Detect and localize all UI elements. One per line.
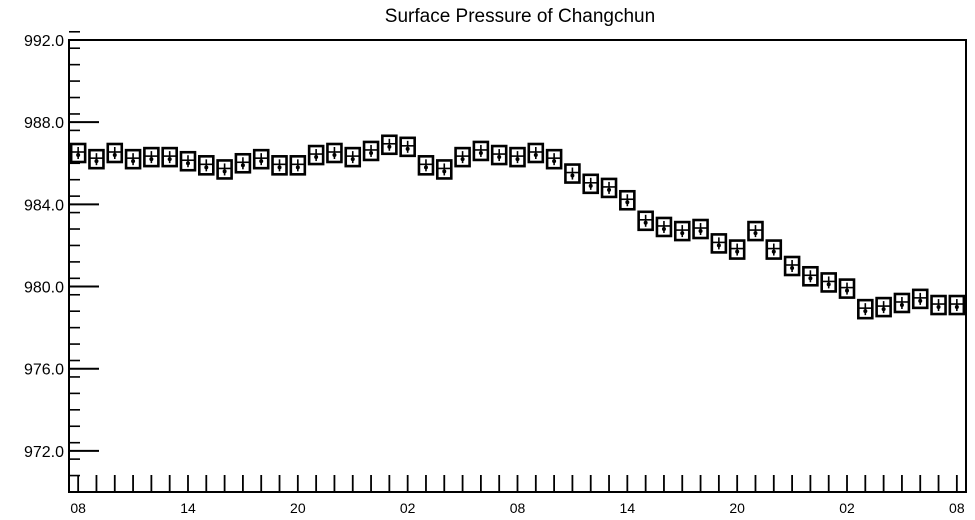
y-tick-label: 980.0 (24, 280, 64, 297)
data-point (802, 265, 819, 287)
y-axis: 972.0 976.0 980.0 984.0 988.0 992.0 (24, 30, 99, 493)
data-point (655, 216, 673, 238)
y-tick-label: 988.0 (24, 115, 64, 132)
data-point (161, 146, 178, 168)
data-point (106, 142, 124, 164)
data-point (564, 163, 581, 184)
data-point (289, 155, 307, 176)
data-point (783, 255, 801, 277)
data-point (344, 146, 362, 168)
x-tick-label: 02 (400, 500, 416, 516)
data-point (143, 146, 160, 168)
data-point (362, 140, 380, 162)
x-tick-label: 14 (180, 500, 196, 516)
data-point (692, 218, 709, 240)
data-point (124, 148, 142, 170)
data-point (435, 159, 453, 180)
data-point (600, 177, 618, 199)
data-point (930, 294, 947, 316)
data-point (399, 136, 416, 158)
data-point (728, 239, 746, 260)
data-point (271, 155, 288, 176)
y-tick-label: 972.0 (24, 444, 64, 461)
data-point (454, 146, 471, 168)
data-point (710, 233, 728, 254)
y-tick-label: 992.0 (24, 33, 64, 50)
data-point (948, 294, 966, 316)
data-point (381, 134, 398, 156)
data-point (527, 142, 545, 164)
data-point (326, 142, 343, 164)
y-tick-label: 984.0 (24, 197, 64, 214)
data-point (252, 148, 270, 170)
x-tick-label: 08 (510, 500, 526, 516)
data-point (472, 140, 490, 162)
data-point (545, 148, 563, 170)
data-point (88, 148, 105, 170)
chart-title: Surface Pressure of Changchun (385, 6, 655, 27)
x-tick-label: 14 (620, 500, 636, 516)
data-markers (69, 134, 966, 320)
data-point (875, 296, 892, 318)
data-point (893, 292, 911, 314)
x-tick-label: 20 (290, 500, 306, 516)
x-tick-label: 20 (729, 500, 745, 516)
x-tick-label: 08 (949, 500, 965, 516)
x-tick-label: 02 (839, 500, 855, 516)
data-point (197, 155, 215, 176)
data-point (619, 189, 636, 211)
x-axis: 08 14 20 02 08 14 20 02 08 (70, 475, 965, 516)
data-point (673, 220, 691, 242)
data-point (637, 210, 654, 232)
data-point (820, 272, 838, 293)
data-point (179, 150, 197, 172)
data-point (216, 159, 233, 180)
data-point (838, 278, 856, 299)
data-point (582, 173, 600, 195)
data-point (857, 298, 874, 320)
data-point (911, 288, 929, 310)
plot-frame (68, 39, 967, 493)
data-point (69, 142, 87, 164)
data-point (307, 144, 325, 166)
data-point (490, 144, 508, 166)
y-tick-label: 976.0 (24, 362, 64, 379)
data-point (747, 220, 764, 242)
data-point (765, 239, 783, 260)
x-tick-label: 08 (70, 500, 86, 516)
data-point (509, 146, 526, 168)
data-point (417, 155, 435, 176)
data-point (234, 152, 252, 174)
